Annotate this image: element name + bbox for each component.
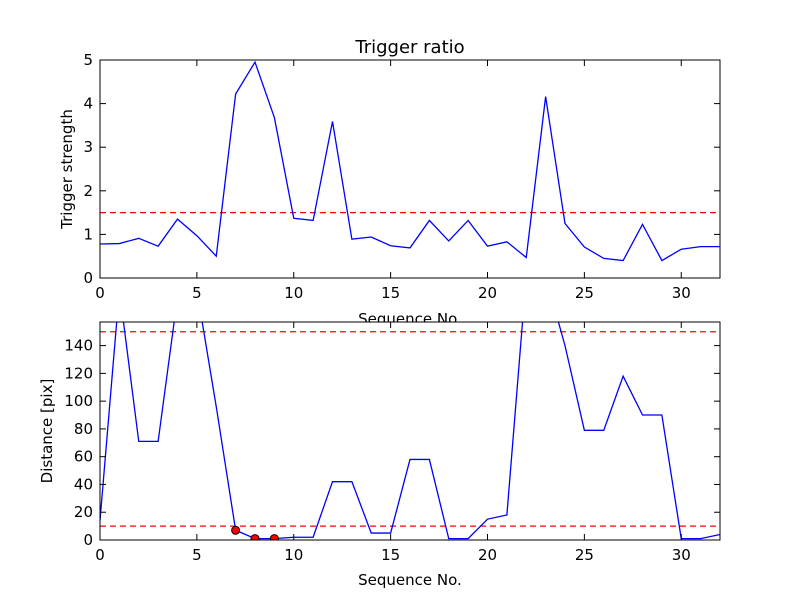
- bottom-x-ticks: 0 5 10 15 20 25 30: [95, 322, 691, 564]
- top-y-axis-label: Trigger strength: [58, 109, 76, 230]
- bottom-y-tick-label: 20: [74, 503, 93, 521]
- bottom-x-tick-label: 15: [381, 546, 400, 564]
- top-x-tick-label: 30: [672, 284, 691, 302]
- top-y-tick-label: 5: [83, 51, 93, 69]
- top-y-tick-label: 2: [83, 182, 93, 200]
- top-y-tick-label: 4: [83, 95, 93, 113]
- bottom-subplot: 0 5 10 15 20 25 30 0 20 40 60 80 100 120 140 Sequence…: [38, 321, 721, 589]
- bottom-y-tick-label: 0: [83, 531, 93, 549]
- bottom-y-tick-label: 140: [64, 337, 93, 355]
- top-y-tick-label: 1: [83, 225, 93, 243]
- bottom-data-point-marker: [231, 525, 241, 535]
- bottom-series-group: [100, 322, 720, 540]
- bottom-data-point-marker: [269, 534, 279, 540]
- top-y-ticks: 0 1 2 3 4 5: [83, 51, 720, 287]
- top-x-tick-label: 10: [284, 284, 303, 302]
- top-plot-frame: [99, 59, 721, 279]
- bottom-y-tick-label: 40: [74, 475, 93, 493]
- top-series-group: [100, 60, 720, 262]
- bottom-y-tick-label: 100: [64, 392, 93, 410]
- bottom-x-tick-label: 20: [478, 546, 497, 564]
- bottom-x-tick-label: 0: [95, 546, 105, 564]
- top-x-tick-label: 15: [381, 284, 400, 302]
- bottom-y-axis-label: Distance [pix]: [38, 379, 56, 484]
- bottom-y-tick-label: 80: [74, 420, 93, 438]
- bottom-x-tick-label: 25: [575, 546, 594, 564]
- top-x-tick-label: 0: [95, 284, 105, 302]
- top-y-tick-label: 0: [83, 269, 93, 287]
- bottom-y-ticks: 0 20 40 60 80 100 120 140: [64, 337, 720, 549]
- bottom-series-line: [100, 322, 720, 540]
- bottom-plot-frame: [99, 321, 721, 541]
- bottom-y-tick-label: 60: [74, 448, 93, 466]
- top-x-tick-label: 5: [192, 284, 202, 302]
- top-chart-title: Trigger ratio: [354, 37, 464, 58]
- bottom-x-tick-label: 10: [284, 546, 303, 564]
- top-plot-area: [100, 60, 720, 278]
- bottom-x-axis-label: Sequence No.: [358, 571, 462, 589]
- bottom-plot-area: [100, 322, 720, 540]
- top-x-tick-label: 25: [575, 284, 594, 302]
- top-y-tick-label: 3: [83, 138, 93, 156]
- top-x-ticks: 0 5 10 15 20 25 30: [95, 60, 691, 302]
- bottom-y-tick-label: 120: [64, 364, 93, 382]
- top-x-tick-label: 20: [478, 284, 497, 302]
- bottom-x-tick-label: 5: [192, 546, 202, 564]
- top-series-line: [100, 60, 720, 262]
- bottom-markers-group: [231, 525, 279, 540]
- bottom-data-point-marker: [250, 534, 260, 540]
- bottom-x-tick-label: 30: [672, 546, 691, 564]
